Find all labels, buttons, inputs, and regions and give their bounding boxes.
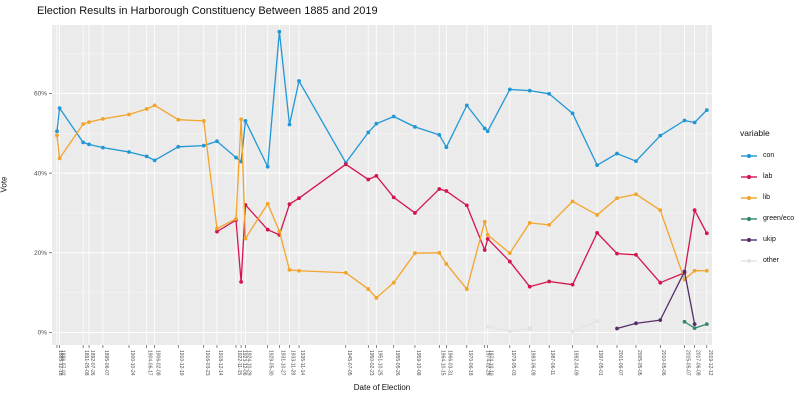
svg-text:1916-03-23: 1916-03-23 (204, 350, 210, 376)
svg-text:2005-05-05: 2005-05-05 (636, 350, 642, 376)
svg-text:2015-05-07: 2015-05-07 (685, 350, 691, 376)
svg-text:1933-11-28: 1933-11-28 (290, 350, 296, 375)
svg-text:1966-03-31: 1966-03-31 (446, 350, 452, 376)
svg-text:1955-05-26: 1955-05-26 (394, 350, 400, 376)
svg-text:1964-10-15: 1964-10-15 (439, 350, 445, 376)
svg-text:1910-12-19: 1910-12-19 (178, 350, 184, 376)
legend-key-icon (741, 216, 757, 221)
svg-text:1918-12-14: 1918-12-14 (217, 350, 223, 376)
svg-text:0%: 0% (38, 330, 48, 337)
series-lib (55, 103, 709, 300)
svg-text:1997-05-01: 1997-05-01 (597, 350, 603, 376)
svg-text:1924-10-29: 1924-10-29 (245, 350, 251, 376)
svg-text:1983-06-09: 1983-06-09 (530, 350, 536, 376)
svg-text:1922-11-15: 1922-11-15 (236, 350, 242, 375)
svg-text:1945-07-05: 1945-07-05 (346, 350, 352, 376)
svg-text:1974-10-10: 1974-10-10 (488, 350, 494, 376)
legend-key-icon (741, 153, 757, 158)
svg-text:1959-10-08: 1959-10-08 (415, 350, 421, 376)
svg-text:1935-11-14: 1935-11-14 (299, 350, 305, 375)
legend-item-con: con (740, 145, 794, 166)
gridlines (52, 25, 712, 345)
svg-text:1970-06-18: 1970-06-18 (467, 350, 473, 376)
svg-text:1929-05-30: 1929-05-30 (268, 350, 274, 376)
legend-key-icon (741, 237, 757, 242)
legend-key-icon (741, 258, 757, 263)
svg-text:1974-02-28: 1974-02-28 (485, 350, 491, 376)
legend-item-label: con (763, 152, 775, 159)
legend-title: variable (740, 128, 770, 138)
svg-text:1950-02-23: 1950-02-23 (368, 350, 374, 376)
legend-key-icon (741, 174, 757, 179)
legend-item-lib: lib (740, 187, 794, 208)
series-ukip (615, 269, 697, 331)
legend-item-label: ukip (763, 236, 776, 243)
series-con (55, 29, 709, 169)
series-other (485, 319, 600, 334)
svg-text:2017-06-08: 2017-06-08 (695, 350, 701, 376)
svg-text:1906-02-08: 1906-02-08 (155, 350, 161, 376)
legend-item-lab: lab (740, 166, 794, 187)
svg-text:1923-12-06: 1923-12-06 (241, 350, 247, 376)
svg-text:1891-05-08: 1891-05-08 (83, 350, 89, 376)
legend-items: con lab lib green/eco ukip other (740, 145, 794, 271)
legend: variable con lab lib green/eco ukip other (740, 128, 794, 271)
svg-text:1992-04-09: 1992-04-09 (573, 350, 579, 376)
svg-text:1892-07-26: 1892-07-26 (89, 350, 95, 376)
legend-item-other: other (740, 250, 794, 271)
svg-text:1979-05-03: 1979-05-03 (510, 350, 516, 376)
svg-text:1900-10-24: 1900-10-24 (129, 350, 135, 376)
legend-item-label: lab (763, 173, 773, 180)
chart-title: Election Results in Harborough Constitue… (37, 5, 378, 17)
legend-key-icon (741, 195, 757, 200)
svg-text:1951-10-25: 1951-10-25 (376, 350, 382, 376)
svg-text:1987-06-11: 1987-06-11 (549, 350, 555, 375)
svg-text:2001-06-07: 2001-06-07 (617, 350, 623, 376)
legend-item-label: green/eco (763, 215, 795, 222)
svg-text:60%: 60% (34, 91, 47, 98)
svg-text:1886-07-02: 1886-07-02 (60, 350, 66, 376)
x-axis-title: Date of Election (353, 383, 411, 392)
legend-item-greeneco: green/eco (740, 208, 794, 229)
panel-background (52, 25, 712, 345)
svg-text:1895-06-07: 1895-06-07 (103, 350, 109, 376)
svg-text:1885-12-18: 1885-12-18 (57, 350, 63, 376)
svg-text:1904-06-17: 1904-06-17 (147, 350, 153, 376)
svg-text:40%: 40% (34, 170, 47, 177)
svg-text:2019-12-12: 2019-12-12 (707, 350, 713, 376)
y-axis-ticks: 0% 20% 40% 60% (34, 91, 52, 337)
svg-text:1931-10-27: 1931-10-27 (279, 350, 285, 376)
legend-item-label: lib (763, 194, 771, 201)
svg-text:20%: 20% (34, 250, 47, 257)
legend-item-ukip: ukip (740, 229, 794, 250)
svg-text:2010-05-06: 2010-05-06 (660, 350, 666, 376)
legend-item-label: other (763, 257, 779, 264)
